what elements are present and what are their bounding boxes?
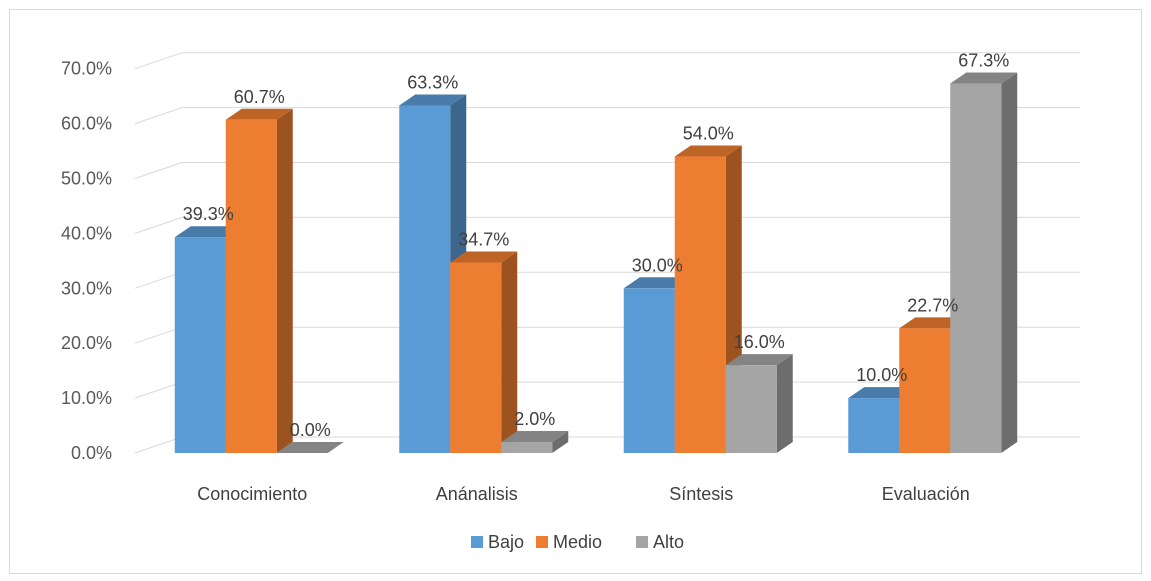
bar-top [225,108,293,120]
data-label: 2.0% [514,409,555,429]
bar-front [399,105,451,453]
bar-alto-conocimiento [276,442,344,453]
bar-medio-ananalisis [450,251,518,453]
bar-front [674,156,726,454]
bar-front [501,442,553,453]
chart-frame: 0.0% 10.0% 20.0% 30.0% 40.0% 50.0% 60.0% 70.0% … [9,9,1142,574]
bar-top [950,72,1018,84]
bar-side [501,251,518,453]
bar-side [552,431,569,453]
bar-front [450,262,502,453]
bar-top [725,354,793,366]
bar-front [725,365,777,453]
bar-alto-ananalisis [501,431,569,453]
y-tick-label: 0.0% [71,443,112,463]
category-label: Evaluación [882,484,970,504]
bar-top [899,317,967,329]
bar-front [950,83,1002,453]
legend-label: Bajo [488,532,524,552]
data-label: 16.0% [734,332,785,352]
bar-front [899,328,951,453]
data-label: 67.3% [958,51,1009,71]
bar-top [450,251,518,263]
gridline-diagonal [134,271,183,289]
y-tick-label: 30.0% [61,278,112,298]
data-label: 39.3% [183,204,234,224]
gridline-diagonal [134,107,183,125]
bar-top [399,94,467,106]
bar-top [501,431,569,443]
y-tick-label: 50.0% [61,169,112,189]
bar-side [776,354,793,453]
y-tick-label: 20.0% [61,333,112,353]
gridline-diagonal [134,326,183,344]
legend-item-bajo: Bajo [471,532,524,552]
data-labels: 39.3% 60.7% 0.0% 63.3% 34.7% 2.0% 30.0% 54.0% 16… [183,51,1010,440]
category-label: Anánalisis [436,484,518,504]
category-label: Síntesis [669,484,733,504]
bar-alto-evaluacion [950,72,1018,453]
data-label: 30.0% [632,255,683,275]
data-label: 60.7% [234,87,285,107]
bar-front [225,119,277,454]
gridline-diagonal [134,52,183,70]
chart-svg: 0.0%10.0%20.0%30.0%40.0%50.0%60.0%70.0% … [61,51,1080,552]
bar-top [276,442,344,453]
y-tick-label: 10.0% [61,388,112,408]
legend-swatch [536,536,548,548]
data-label: 34.7% [458,229,509,249]
bar-top [623,277,691,289]
gridline-diagonal [134,216,183,234]
legend: Bajo Medio Alto [471,532,684,552]
category-labels: Conocimiento Anánalisis Síntesis Evaluación [197,484,970,504]
bar-side [276,108,293,453]
category-label: Conocimiento [197,484,307,504]
gridline-diagonal [134,381,183,399]
y-tick-label: 40.0% [61,223,112,243]
bar-top [674,145,742,157]
legend-swatch [471,536,483,548]
data-label: 22.7% [907,295,958,315]
legend-item-medio: Medio [536,532,602,552]
legend-swatch [636,536,648,548]
bar-front [623,288,675,453]
bar-side [1001,72,1018,453]
data-label: 63.3% [407,72,458,92]
bars [174,72,1018,454]
gridline-diagonal [134,436,183,454]
y-axis-tick-labels: 0.0% 10.0% 20.0% 30.0% 40.0% 50.0% 60.0% 70.0% [61,59,112,463]
legend-item-alto: Alto [636,532,684,552]
y-tick-label: 70.0% [61,59,112,79]
bar-top [848,387,916,399]
data-label: 54.0% [683,124,734,144]
legend-label: Alto [653,532,684,552]
gridline-diagonal [134,162,183,179]
data-label: 0.0% [290,420,331,440]
bar-medio-conocimiento [225,108,293,454]
y-tick-label: 60.0% [61,114,112,134]
data-label: 10.0% [856,365,907,385]
legend-label: Medio [553,532,602,552]
bar-front [174,237,226,453]
bar-top [174,226,242,238]
bar-front [848,398,900,453]
bar-alto-sintesis [725,354,793,453]
